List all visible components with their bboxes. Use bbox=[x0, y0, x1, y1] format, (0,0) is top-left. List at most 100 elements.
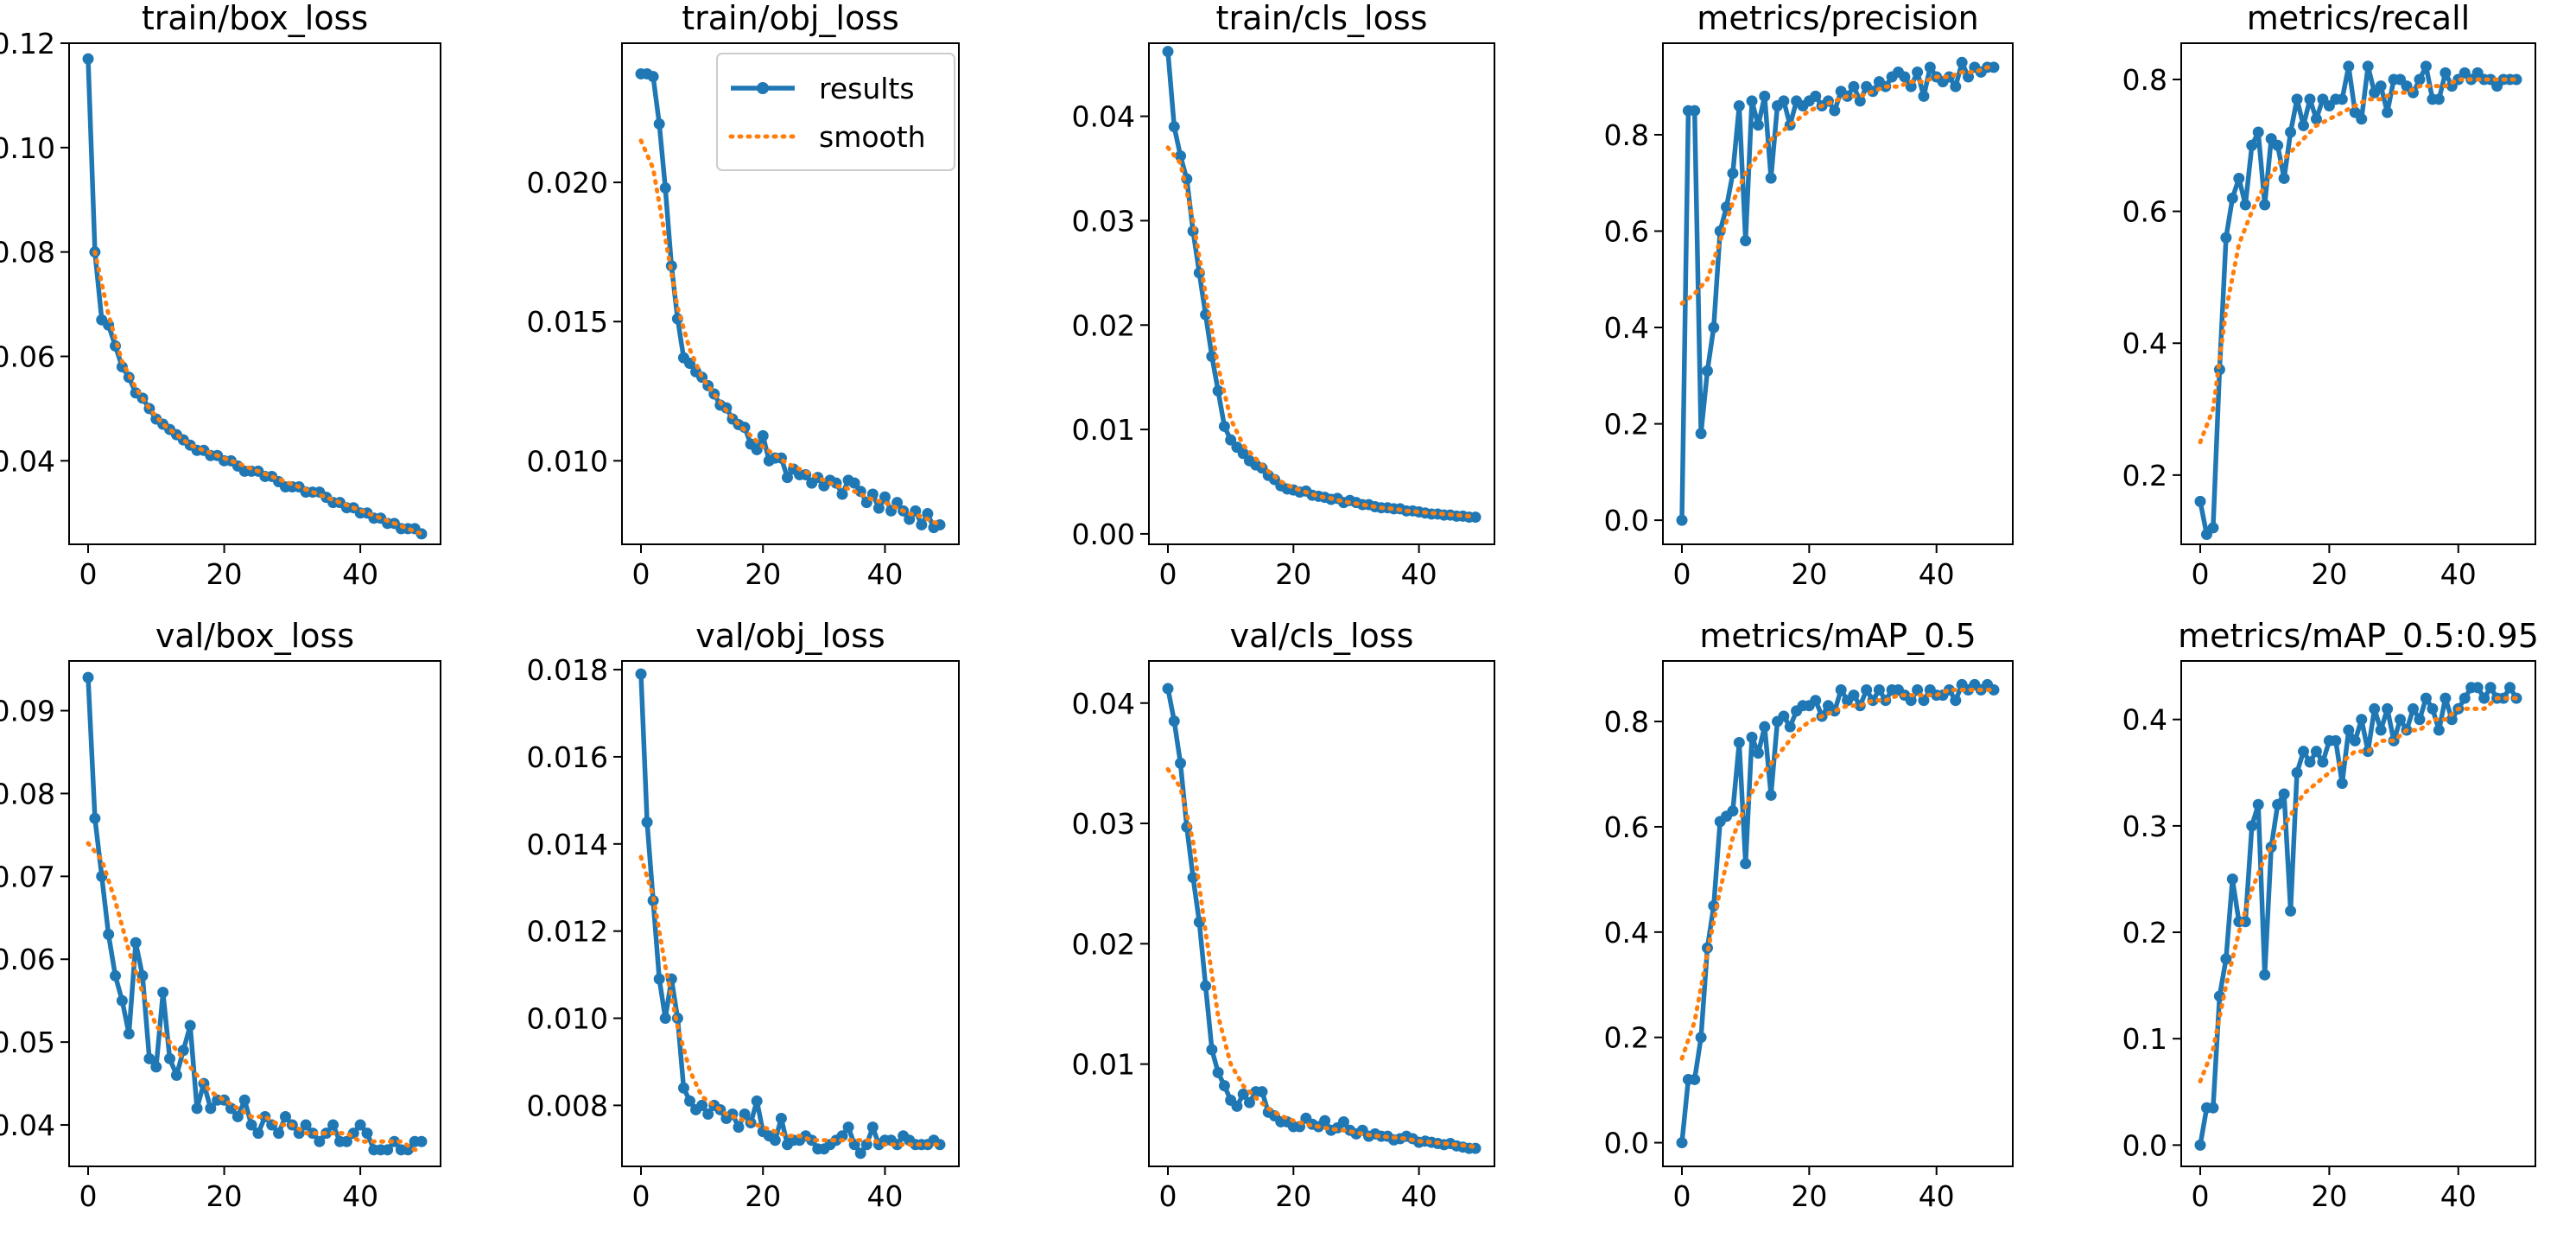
results-series-line bbox=[86, 677, 422, 1153]
results-point bbox=[2252, 126, 2264, 138]
chart-title: metrics/mAP_0.5 bbox=[1699, 617, 1976, 655]
results-point bbox=[1721, 201, 1733, 213]
legend-results-marker bbox=[757, 82, 769, 94]
y-tick-label: 0.010 bbox=[527, 444, 608, 478]
chart-panel-0: train/box_loss 0.04 0.06 0.08 0.10 0.12 0 20 40 bbox=[0, 0, 441, 591]
y-tick-label: 0.6 bbox=[2122, 195, 2167, 229]
y-tick-label: 0.06 bbox=[0, 943, 55, 976]
y-tick-label: 0.05 bbox=[0, 1026, 55, 1059]
results-point bbox=[300, 1119, 312, 1131]
smooth-series-line bbox=[1679, 65, 1996, 306]
results-point bbox=[891, 1139, 904, 1151]
results-point bbox=[2291, 766, 2303, 778]
chart-panel-7: val/cls_loss 0.01 0.02 0.03 0.04 0 20 40 bbox=[1072, 617, 1495, 1213]
results-point bbox=[1256, 1086, 1268, 1098]
results-point bbox=[2420, 60, 2432, 73]
results-point bbox=[1676, 514, 1688, 526]
results-series-line bbox=[1165, 51, 1475, 520]
y-tick-label: 0.03 bbox=[1072, 807, 1135, 841]
x-tick-label: 40 bbox=[2440, 557, 2477, 591]
results-point bbox=[225, 1102, 237, 1115]
chart-title: val/box_loss bbox=[155, 617, 354, 655]
y-tick-label: 0.8 bbox=[2122, 63, 2167, 97]
x-tick-label: 20 bbox=[1275, 557, 1311, 591]
results-point bbox=[2304, 93, 2316, 105]
x-tick-label: 0 bbox=[1159, 1179, 1177, 1213]
x-tick-label: 0 bbox=[2192, 557, 2210, 591]
results-point bbox=[2194, 495, 2206, 507]
results-point bbox=[2369, 702, 2381, 715]
results-point bbox=[2343, 724, 2355, 736]
results-point bbox=[1988, 61, 2000, 73]
y-tick-label: 0.2 bbox=[2122, 916, 2167, 950]
results-point bbox=[1689, 1073, 1701, 1085]
chart-panel-6: val/obj_loss 0.008 0.010 0.012 0.014 0.016 0.0… bbox=[527, 617, 960, 1213]
results-series-line bbox=[1165, 688, 1475, 1151]
results-point bbox=[1689, 105, 1701, 117]
results-point bbox=[416, 1135, 428, 1147]
results-point bbox=[2375, 724, 2387, 736]
y-tick-label: 0.8 bbox=[1604, 705, 1649, 739]
plot-frame bbox=[621, 42, 960, 545]
chart-panel-8: metrics/mAP_0.5 0.0 0.2 0.4 0.6 0.8 0 20 40 bbox=[1604, 617, 2014, 1213]
results-point bbox=[2382, 106, 2394, 118]
results-point bbox=[1727, 805, 1739, 817]
results-point bbox=[82, 53, 94, 65]
y-tick-label: 0.008 bbox=[527, 1089, 608, 1122]
results-point bbox=[739, 1108, 751, 1120]
results-point bbox=[1912, 684, 1924, 696]
results-point bbox=[1988, 684, 2000, 696]
results-point bbox=[2356, 714, 2368, 726]
chart-title: val/cls_loss bbox=[1230, 617, 1414, 655]
results-point bbox=[1778, 95, 1790, 107]
results-point bbox=[733, 1121, 745, 1134]
results-point bbox=[2246, 820, 2258, 832]
results-point bbox=[2382, 702, 2394, 715]
results-point bbox=[1695, 428, 1707, 440]
results-point bbox=[89, 812, 101, 824]
results-point bbox=[677, 1082, 689, 1094]
results-point bbox=[1861, 684, 1873, 696]
results-series-line bbox=[2198, 63, 2516, 537]
results-point bbox=[751, 1095, 763, 1107]
results-point bbox=[2246, 139, 2258, 151]
y-tick-label: 0.6 bbox=[1604, 215, 1649, 249]
results-point bbox=[143, 1052, 155, 1064]
results-point bbox=[2220, 232, 2232, 244]
y-tick-label: 0.2 bbox=[1604, 1021, 1649, 1055]
x-tick-label: 0 bbox=[632, 557, 650, 591]
x-tick-label: 20 bbox=[1791, 557, 1827, 591]
x-tick-label: 20 bbox=[206, 1179, 243, 1213]
results-point bbox=[1759, 90, 1771, 102]
smooth-series-line bbox=[2198, 696, 2519, 1083]
results-point bbox=[110, 969, 122, 981]
results-point bbox=[191, 1102, 203, 1115]
results-point bbox=[1924, 61, 1936, 73]
results-series-line bbox=[1679, 682, 1995, 1143]
results-point bbox=[635, 668, 647, 680]
results-point bbox=[2259, 199, 2271, 211]
results-point bbox=[1162, 46, 1174, 58]
legend-box bbox=[716, 53, 955, 171]
results-point bbox=[354, 1119, 366, 1131]
x-tick-label: 20 bbox=[1275, 1179, 1311, 1213]
plot-frame bbox=[1662, 660, 2014, 1167]
results-point bbox=[1225, 434, 1237, 446]
results-point bbox=[1918, 90, 1930, 102]
results-point bbox=[2356, 113, 2368, 125]
y-tick-label: 0.00 bbox=[1072, 518, 1135, 551]
results-point bbox=[2226, 192, 2238, 204]
chart-panel-3: metrics/precision 0.0 0.2 0.4 0.6 0.8 0 20 40 bbox=[1604, 0, 2014, 591]
results-series-line bbox=[638, 673, 942, 1156]
chart-title: train/obj_loss bbox=[682, 0, 899, 37]
x-tick-label: 0 bbox=[79, 1179, 98, 1213]
results-point bbox=[1835, 684, 1847, 696]
results-point bbox=[2220, 953, 2232, 965]
results-point bbox=[1337, 1115, 1349, 1127]
results-point bbox=[2298, 119, 2310, 131]
x-tick-label: 0 bbox=[632, 1179, 650, 1213]
y-tick-label: 0.4 bbox=[1604, 311, 1649, 345]
results-point bbox=[2259, 969, 2271, 981]
chart-panel-5: val/box_loss 0.04 0.05 0.06 0.07 0.08 0.09 0 20 4… bbox=[0, 617, 441, 1213]
results-point bbox=[388, 1135, 400, 1147]
